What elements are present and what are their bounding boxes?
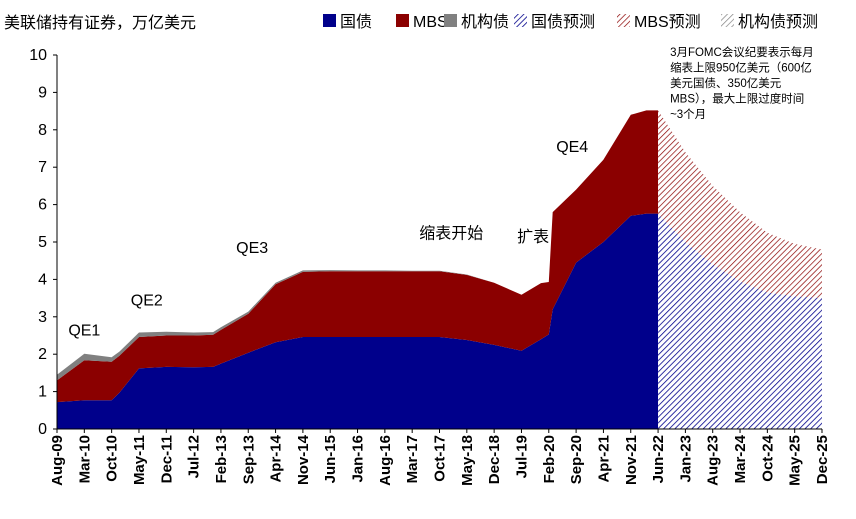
annotation-label: QE1 xyxy=(68,323,100,340)
x-tick-label: Apr-14 xyxy=(268,434,285,482)
y-tick-label: 9 xyxy=(38,84,47,101)
legend-swatch xyxy=(323,14,336,27)
legend-swatch xyxy=(721,14,734,27)
chart-title: 美联储持有证券，万亿美元 xyxy=(4,14,196,32)
x-tick-label: Feb-20 xyxy=(541,435,558,483)
legend-label: MBS预测 xyxy=(634,13,701,31)
x-tick-label: Oct-17 xyxy=(432,435,449,482)
annotation-label: 扩表 xyxy=(517,228,549,246)
x-tick-label: May-25 xyxy=(787,435,804,486)
area-国债预测 xyxy=(658,213,822,429)
y-tick-label: 7 xyxy=(38,159,47,176)
legend-label: MBS xyxy=(413,14,448,31)
y-tick-label: 3 xyxy=(38,309,47,326)
annotation-label: QE2 xyxy=(131,293,163,310)
axes: 0 1 2 3 4 5 6 7 8 9 10 Aug-09 Mar-10 Oct-10 May-11 Dec-… xyxy=(29,47,831,486)
x-tick-label: Mar-17 xyxy=(404,435,421,483)
forecast-note-line: ~3个月 xyxy=(670,108,706,121)
x-tick-label: May-11 xyxy=(131,435,148,485)
forecast-note-line: MBS），最大上限过度时间 xyxy=(670,92,804,106)
y-tick-label: 5 xyxy=(38,234,47,251)
x-tick-label: Feb-13 xyxy=(213,435,230,483)
legend-label: 机构债预测 xyxy=(738,13,818,31)
x-tick-label: Sep-13 xyxy=(240,435,257,484)
x-tick-label: Jan-16 xyxy=(350,435,367,483)
y-tick-label: 2 xyxy=(38,346,47,363)
legend-swatch xyxy=(444,14,457,27)
forecast-note-line: 美元国债、350亿美元 xyxy=(670,76,782,90)
x-tick-label: Jun-22 xyxy=(650,435,667,483)
y-tick-label: 6 xyxy=(38,197,47,214)
legend-swatch xyxy=(617,14,630,27)
legend-swatch xyxy=(514,14,527,27)
x-tick-label: Jan-23 xyxy=(677,435,694,483)
x-tick-label: Dec-11 xyxy=(158,435,175,483)
area-MBS xyxy=(57,110,659,403)
y-tick-label: 8 xyxy=(38,122,47,139)
annotation-label: QE3 xyxy=(236,240,268,257)
legend-label: 国债 xyxy=(340,13,372,31)
x-tick-label: Aug-09 xyxy=(49,435,66,486)
legend-swatch xyxy=(396,14,409,27)
annotation-label: QE4 xyxy=(556,139,588,156)
forecast-note-line: 缩表上限950亿美元（600亿 xyxy=(670,61,812,75)
legend: 国债 MBS 机构债 国债预测 MBS预测 机构债预测 xyxy=(323,13,818,31)
area-国债 xyxy=(57,213,659,429)
x-tick-label: Mar-10 xyxy=(76,435,93,483)
y-tick-label: 1 xyxy=(38,384,47,401)
x-tick-label: Aug-16 xyxy=(377,435,394,486)
area-机构债 xyxy=(57,110,659,381)
x-tick-label: May-18 xyxy=(459,435,476,486)
x-tick-label: Dec-25 xyxy=(814,435,831,484)
legend-label: 国债预测 xyxy=(531,13,595,31)
x-tick-label: Jul-12 xyxy=(186,435,203,478)
x-tick-label: Jul-19 xyxy=(513,435,530,478)
x-tick-label: Nov-14 xyxy=(295,434,312,485)
annotations: QE1 QE2 QE3 缩表开始 扩表 QE4 3月FOMC会议纪要表示每月缩表上限950亿… xyxy=(68,45,814,340)
x-tick-label: Apr-21 xyxy=(595,435,612,483)
x-tick-label: Oct-24 xyxy=(759,434,776,481)
x-tick-label: Sep-20 xyxy=(568,435,585,484)
x-tick-label: Mar-24 xyxy=(732,434,749,483)
x-tick-label: Aug-23 xyxy=(705,435,722,486)
y-tick-label: 0 xyxy=(38,421,47,438)
x-tick-label: Nov-21 xyxy=(623,435,640,485)
x-tick-label: Jun-15 xyxy=(322,435,339,483)
forecast-note-line: 3月FOMC会议纪要表示每月 xyxy=(670,45,814,59)
x-tick-label: Dec-18 xyxy=(486,435,503,484)
area-series xyxy=(57,110,822,429)
legend-label: 机构债 xyxy=(461,13,509,31)
area-MBS预测 xyxy=(658,110,822,299)
y-tick-label: 10 xyxy=(29,47,47,64)
annotation-label: 缩表开始 xyxy=(419,224,483,242)
y-tick-label: 4 xyxy=(38,271,47,288)
x-tick-label: Oct-10 xyxy=(104,435,121,482)
